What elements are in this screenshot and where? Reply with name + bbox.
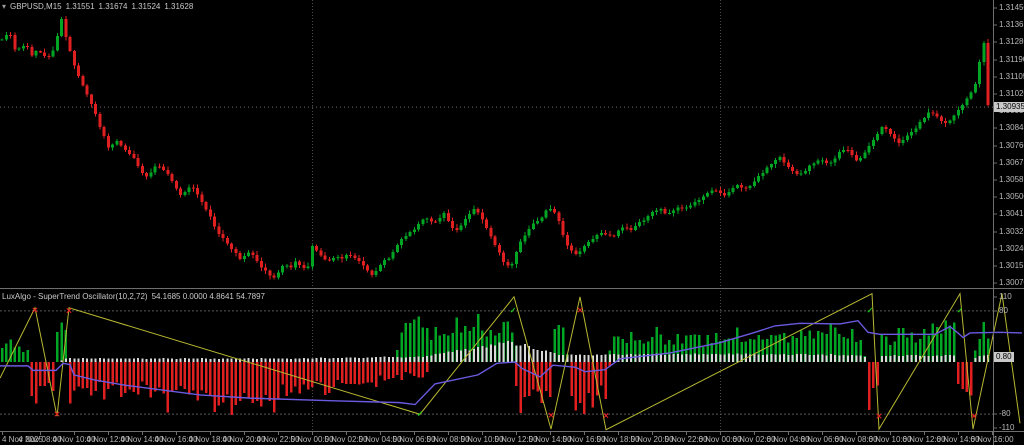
price-axis-label: 1.31280	[999, 37, 1024, 46]
time-axis-label: 4 Nov 18:00	[188, 435, 232, 444]
price-axis-label: 1.30325	[999, 227, 1024, 236]
time-axis-label: 6 Nov 10:00	[868, 435, 912, 444]
price-axis-label: 1.31190	[999, 55, 1024, 64]
symbol-marker-icon: ▾	[2, 2, 7, 11]
sell-cross-icon: ✕	[603, 412, 610, 421]
time-axis-label: 4 Nov 12:00	[86, 435, 130, 444]
time-axis-label: 5 Nov 02:00	[324, 435, 368, 444]
indicator-name-label: LuxAlgo - SuperTrend Oscillator(10,2,72)	[2, 292, 148, 301]
time-axis-label: 5 Nov 00:00	[290, 435, 334, 444]
time-axis-label: 6 Nov 16:00	[970, 435, 1014, 444]
time-axis-label: 4 Nov 2025	[2, 435, 43, 444]
grid-layer	[0, 0, 993, 430]
price-axis-label: 1.30585	[999, 175, 1024, 184]
price-axis-label: 1.30155	[999, 261, 1024, 270]
time-axis-label: 5 Nov 20:00	[630, 435, 674, 444]
time-axis-label: 5 Nov 22:00	[664, 435, 708, 444]
symbol-period-label: GBPUSD,M15	[10, 2, 62, 11]
main-chart-pane[interactable]	[0, 0, 993, 288]
buy-check-icon: ✓	[867, 306, 874, 315]
time-axis-label: 6 Nov 12:00	[902, 435, 946, 444]
oscillator-value-tag: 0.80	[994, 352, 1014, 362]
time-axis-label: 6 Nov 04:00	[766, 435, 810, 444]
time-scale-border	[0, 431, 1024, 432]
sell-cross-icon: ✕	[54, 410, 61, 419]
oscillator-axis-label: 80	[999, 306, 1008, 315]
time-axis-label: 5 Nov 10:00	[460, 435, 504, 444]
time-axis-label: 4 Nov 16:00	[154, 435, 198, 444]
oscillator-axis-label: 110	[999, 292, 1012, 301]
time-axis-label: 6 Nov 14:00	[936, 435, 980, 444]
oscillator-axis-label: -110	[999, 423, 1015, 432]
time-axis-label: 4 Nov 14:00	[120, 435, 164, 444]
buy-check-icon: ✓	[957, 306, 964, 315]
low-value: 1.31524	[131, 2, 161, 11]
time-axis-label: 5 Nov 16:00	[562, 435, 606, 444]
price-axis-label: 1.30675	[999, 158, 1024, 167]
price-axis-label: 1.30070	[999, 278, 1024, 287]
price-axis-label: 1.31105	[999, 72, 1024, 81]
time-axis-label: 4 Nov 08:00	[18, 435, 62, 444]
oscillator-pane[interactable]	[0, 291, 993, 431]
time-axis-label: 4 Nov 20:00	[222, 435, 266, 444]
time-axis-label: 6 Nov 08:00	[834, 435, 878, 444]
indicator-header: LuxAlgo - SuperTrend Oscillator(10,2,72)…	[2, 292, 269, 301]
high-value: 1.31674	[98, 2, 128, 11]
osc-histogram-layer	[0, 313, 990, 416]
time-axis-label: 5 Nov 12:00	[494, 435, 538, 444]
time-axis-label: 5 Nov 14:00	[528, 435, 572, 444]
price-axis-label: 1.31365	[999, 20, 1024, 29]
sell-cross-icon: ✕	[577, 306, 584, 315]
sell-cross-icon: ✕	[971, 412, 978, 421]
oscillator-axis-label: -80	[999, 409, 1011, 418]
close-value: 1.31628	[164, 2, 194, 11]
bid-price-tag: 1.30935	[994, 102, 1024, 112]
osc-lines-layer	[0, 292, 1023, 431]
price-axis-label: 1.30240	[999, 244, 1024, 253]
candles-layer	[0, 15, 990, 280]
time-axis-label: 6 Nov 02:00	[732, 435, 776, 444]
price-axis-label: 1.31450	[999, 3, 1024, 12]
time-axis-label: 4 Nov 10:00	[52, 435, 96, 444]
time-axis-label: 4 Nov 22:00	[256, 435, 300, 444]
price-axis-label: 1.30500	[999, 192, 1024, 201]
time-axis-label: 5 Nov 18:00	[596, 435, 640, 444]
price-scale-border	[993, 0, 994, 445]
price-axis-label: 1.30415	[999, 209, 1024, 218]
time-axis-label: 5 Nov 06:00	[392, 435, 436, 444]
osc-markers-layer: ✕ ✕ ✕ ✕ ✕ ✕ ✕ ✕ ✓ ✓ ✓ ✓	[32, 306, 978, 421]
sell-cross-icon: ✕	[32, 306, 39, 315]
ohlc-header: ▾ GBPUSD,M15 1.31551 1.31674 1.31524 1.31628	[2, 2, 197, 11]
price-axis-label: 1.30845	[999, 123, 1024, 132]
pane-divider[interactable]	[0, 288, 1024, 289]
sell-cross-icon: ✕	[66, 306, 73, 315]
price-axis-label: 1.30760	[999, 141, 1024, 150]
time-axis-label: 6 Nov 00:00	[698, 435, 742, 444]
sell-cross-icon: ✕	[876, 412, 883, 421]
time-axis-label: 6 Nov 06:00	[800, 435, 844, 444]
buy-check-icon: ✓	[417, 410, 424, 419]
price-axis-label: 1.31020	[999, 89, 1024, 98]
time-axis-label: 5 Nov 08:00	[426, 435, 470, 444]
indicator-values: 54.1685 0.0000 4.8641 54.7897	[151, 292, 266, 301]
open-value: 1.31551	[65, 2, 95, 11]
sell-cross-icon: ✕	[548, 411, 555, 420]
time-axis-label: 5 Nov 04:00	[358, 435, 402, 444]
buy-check-icon: ✓	[510, 306, 517, 315]
